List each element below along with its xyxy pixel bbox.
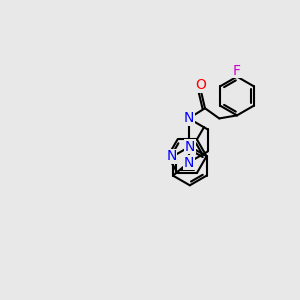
Text: N: N <box>184 140 195 154</box>
Text: O: O <box>196 79 206 92</box>
Text: F: F <box>233 64 241 78</box>
Text: N: N <box>184 111 194 125</box>
Text: N: N <box>166 149 177 163</box>
Text: N: N <box>184 155 194 170</box>
